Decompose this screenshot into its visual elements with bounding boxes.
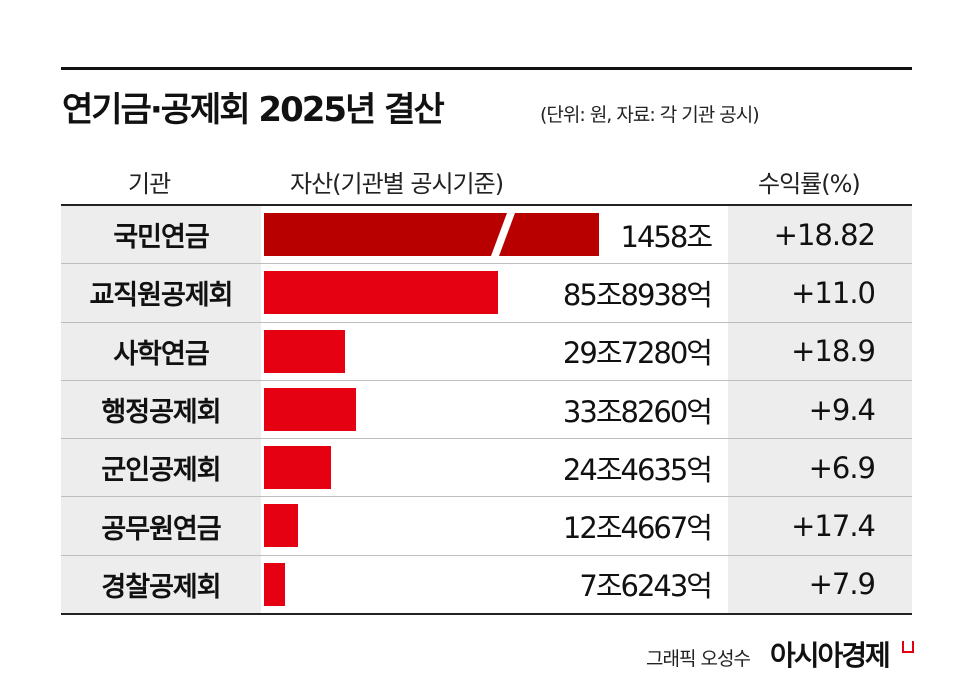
graphic-credit: 그래픽 오성수 [646,648,751,670]
asset-value-label: 33조8260억 [562,394,713,429]
asset-bar [264,504,299,548]
institution-label: 공무원연금 [61,497,261,555]
asset-bar [264,387,357,431]
asset-value-label: 7조6243억 [579,569,713,604]
top-rule [61,67,912,70]
table-row: 경찰공제회 7조6243억 +7.9 [61,555,912,616]
asset-value-label: 85조8938억 [562,277,713,312]
unit-note: (단위: 원, 자료: 각 기관 공시) [540,104,760,126]
asset-value-label: 12조4667억 [562,511,713,546]
asset-bar [264,562,285,606]
return-value-label: +18.82 [728,206,912,264]
table-row: 공무원연금 12조4667억 +17.4 [61,497,912,556]
chart-title: 연기금·공제회 2025년 결산 [62,90,445,130]
bar-cell [264,381,725,438]
table-row: 국민연금 1458조 +18.82 [61,206,912,265]
bar-cell [264,497,725,554]
header-rule [61,204,912,206]
institution-label: 경찰공제회 [61,555,261,614]
bar-cell [264,323,725,380]
axis-break-icon [491,213,515,256]
return-value-label: +9.4 [728,380,912,439]
chart-rows: 국민연금 1458조 +18.82 교직원공제회 85조8938억 +11.0 사학연금 29… [61,206,912,616]
bar-cell [264,439,725,496]
header-assets: 자산(기관별 공시기준) [290,170,504,198]
publisher-logo: 아시아경제 [770,639,891,672]
return-value-label: +11.0 [728,264,912,322]
institution-label: 행정공제회 [61,380,261,439]
logo-mark-icon [902,641,914,653]
asset-bar [264,213,599,256]
table-row: 행정공제회 33조8260억 +9.4 [61,380,912,440]
asset-bar [264,271,499,315]
bar-cell [264,556,725,613]
return-value-label: +7.9 [728,555,912,614]
return-value-label: +6.9 [728,439,912,497]
institution-label: 국민연금 [61,206,261,264]
header-return: 수익률(%) [758,170,861,198]
bar-cell [264,206,725,263]
return-value-label: +18.9 [728,322,912,380]
asset-value-label: 29조7280억 [562,336,713,371]
return-value-label: +17.4 [728,497,912,555]
asset-bar [264,446,331,490]
header-institution: 기관 [128,170,171,198]
institution-label: 교직원공제회 [61,264,261,322]
institution-label: 군인공제회 [61,439,261,497]
table-row: 군인공제회 24조4635억 +6.9 [61,439,912,498]
asset-value-label: 1458조 [620,219,713,254]
table-row: 교직원공제회 85조8938억 +11.0 [61,264,912,323]
institution-label: 사학연금 [61,322,261,380]
bar-cell [264,264,725,321]
asset-value-label: 24조4635억 [562,452,713,487]
table-row: 사학연금 29조7280억 +18.9 [61,322,912,381]
asset-bar [264,329,346,373]
